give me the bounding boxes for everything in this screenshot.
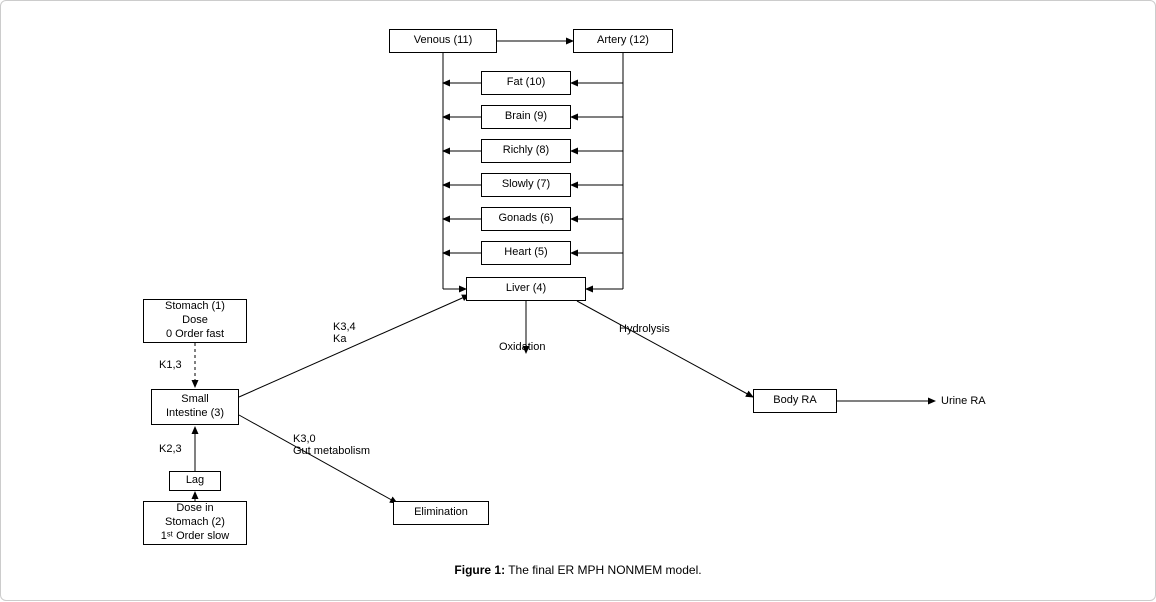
- node-stomach2: Dose in Stomach (2) 1ˢᵗ Order slow: [143, 501, 247, 545]
- label-oxidation: Oxidation: [499, 341, 545, 353]
- edge-liver-bodyra: [577, 301, 753, 397]
- node-stomach1: Stomach (1) Dose 0 Order fast: [143, 299, 247, 343]
- edge-small-liver: [239, 295, 469, 397]
- edge-small-elim: [239, 415, 397, 503]
- label-k30: K3,0 Gut metabolism: [293, 433, 370, 457]
- node-fat: Fat (10): [481, 71, 571, 95]
- node-richly: Richly (8): [481, 139, 571, 163]
- node-artery: Artery (12): [573, 29, 673, 53]
- node-heart: Heart (5): [481, 241, 571, 265]
- caption-text: The final ER MPH NONMEM model.: [505, 563, 702, 577]
- node-urine-ra: Urine RA: [941, 395, 986, 407]
- node-brain: Brain (9): [481, 105, 571, 129]
- label-k23: K2,3: [159, 443, 182, 455]
- node-elimination: Elimination: [393, 501, 489, 525]
- figure-caption: Figure 1: The final ER MPH NONMEM model.: [1, 563, 1155, 577]
- node-liver: Liver (4): [466, 277, 586, 301]
- node-lag: Lag: [169, 471, 221, 491]
- caption-prefix: Figure 1:: [454, 563, 505, 577]
- label-k34: K3,4 Ka: [333, 321, 356, 345]
- label-hydrolysis: Hydrolysis: [619, 323, 670, 335]
- label-k13: K1,3: [159, 359, 182, 371]
- node-slowly: Slowly (7): [481, 173, 571, 197]
- node-body-ra: Body RA: [753, 389, 837, 413]
- node-gonads: Gonads (6): [481, 207, 571, 231]
- diagram-frame: Venous (11) Artery (12) Fat (10) Brain (…: [0, 0, 1156, 601]
- node-small-intestine: Small Intestine (3): [151, 389, 239, 425]
- node-venous: Venous (11): [389, 29, 497, 53]
